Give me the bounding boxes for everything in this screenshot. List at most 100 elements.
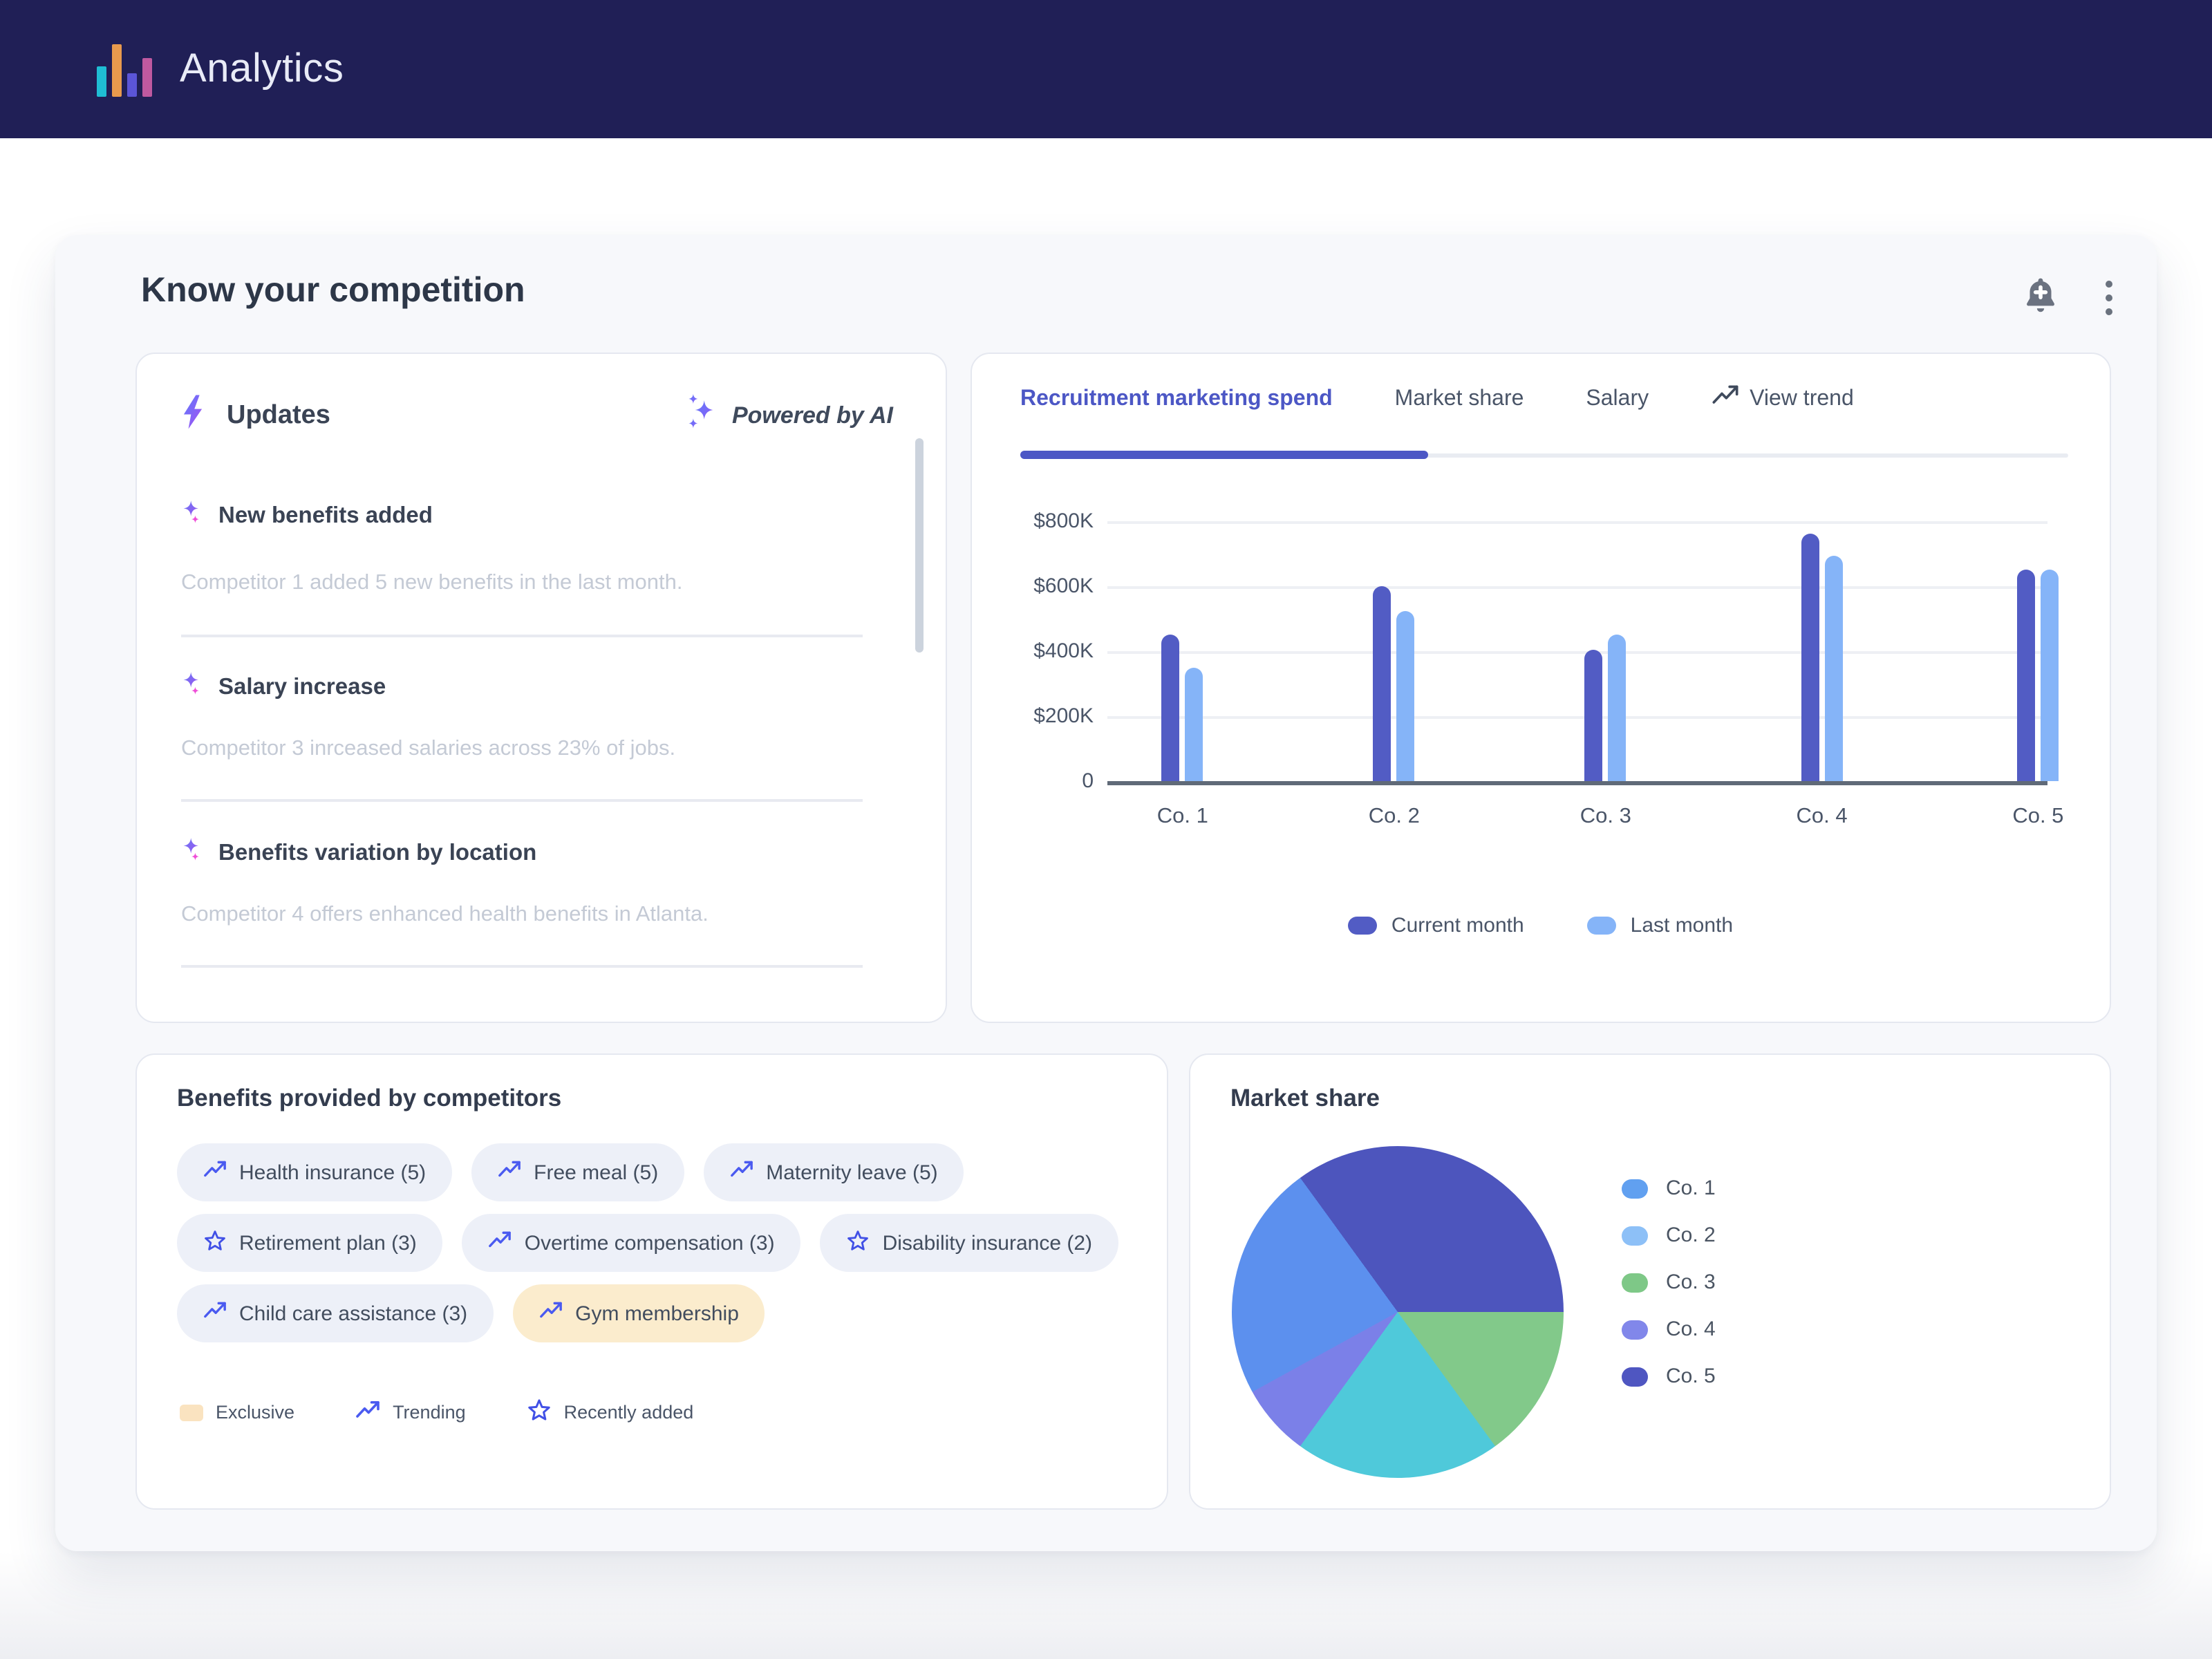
card-actions [2017,271,2118,325]
bar-current-month [1801,534,1819,781]
y-axis-tick: $400K [1033,639,1094,663]
trending-up-icon [355,1400,380,1424]
bar-last-month [2041,570,2059,781]
powered-by-ai-label: Powered by AI [731,402,893,428]
benefit-chip-disability-insurance[interactable]: Disability insurance (2) [820,1214,1119,1272]
divider [181,965,863,967]
trending-up-icon [203,1301,227,1326]
bar-current-month [2017,570,2036,781]
bar-current-month [1584,649,1603,781]
divider [181,799,863,801]
more-options-button[interactable] [2100,275,2118,321]
star-icon [527,1398,552,1427]
kebab-menu-icon [2106,281,2112,315]
co5-swatch [1622,1367,1648,1386]
star-icon [203,1228,227,1257]
co2-swatch [1622,1226,1648,1245]
exclusive-swatch [180,1404,203,1421]
last-month-swatch [1587,917,1617,935]
benefit-chip-gym-membership[interactable]: Gym membership [513,1284,765,1342]
pie-legend-item: Co. 4 [1622,1318,1716,1341]
tab-underline-track [1020,453,2068,458]
trending-up-icon [1711,384,1738,413]
benefit-chip-health-insurance[interactable]: Health insurance (5) [177,1143,453,1201]
tab-bar: Recruitment marketing spend Market share… [1020,384,1854,413]
tab-market-share[interactable]: Market share [1394,386,1524,410]
pie-legend-item: Co. 1 [1622,1177,1716,1200]
legend-item-last-month: Last month [1587,914,1733,937]
co1-swatch [1622,1179,1648,1198]
bar-last-month [1396,610,1415,781]
benefits-legend: Exclusive Trending Recently added [180,1398,693,1427]
bar-current-month [1161,635,1180,781]
pie-chart-legend: Co. 1 Co. 2 Co. 3 Co. 4 Co. 5 [1622,1177,1716,1388]
trending-up-icon [539,1301,563,1326]
legend-item-exclusive: Exclusive [180,1402,294,1423]
current-month-swatch [1348,917,1378,935]
updates-title: Updates [227,400,330,429]
bell-plus-icon [2023,276,2059,319]
benefits-panel: Benefits provided by competitors Health … [135,1053,1168,1510]
app-title: Analytics [180,46,344,91]
sparkle-icon [181,838,203,870]
y-axis-tick: 0 [1082,769,1094,793]
app-logo-icon [97,41,152,97]
lightning-bolt-icon [178,393,207,438]
bar-current-month [1373,586,1391,781]
update-item-title: Salary increase [181,672,386,704]
sparkle-icon [181,500,203,532]
update-item-description: Competitor 3 inrceased salaries across 2… [181,737,676,760]
updates-panel: Updates Powered by AI [135,353,947,1023]
pie-chart [1232,1146,1564,1478]
y-axis-tick: $800K [1033,509,1094,533]
tab-salary[interactable]: Salary [1586,386,1649,410]
co3-swatch [1622,1273,1648,1292]
benefit-chip-retirement-plan[interactable]: Retirement plan (3) [177,1214,443,1272]
update-item-title: New benefits added [181,500,433,532]
pie-legend-item: Co. 5 [1622,1365,1716,1388]
market-share-title: Market share [1230,1084,1380,1112]
pie-legend-item: Co. 2 [1622,1224,1716,1247]
sparkle-icon [181,672,203,704]
co4-swatch [1622,1320,1648,1339]
view-trend-link[interactable]: View trend [1711,384,1854,413]
bar-last-month [1185,667,1203,781]
market-share-panel: Market share Co. 1 Co. 2 Co. 3 Co. 4 [1189,1053,2111,1510]
scrollbar-thumb[interactable] [915,438,924,653]
bar-last-month [1824,555,1843,781]
powered-by-ai-badge: Powered by AI [685,393,893,438]
legend-item-current-month: Current month [1348,914,1524,937]
trending-up-icon [730,1160,753,1185]
trending-up-icon [498,1160,521,1185]
x-axis-label: Co. 1 [1156,805,1208,828]
y-axis-tick: $600K [1033,574,1094,598]
y-axis-tick: $200K [1033,704,1094,728]
bar-last-month [1608,635,1627,781]
legend-item-recently-added: Recently added [527,1398,693,1427]
update-item-title: Benefits variation by location [181,838,536,870]
update-item-description: Competitor 4 offers enhanced health bene… [181,903,709,926]
chart-panel: Recruitment marketing spend Market share… [971,353,2111,1023]
benefit-chip-overtime-compensation[interactable]: Overtime compensation (3) [462,1214,801,1272]
x-axis-label: Co. 5 [2012,805,2064,828]
tab-recruitment-marketing-spend[interactable]: Recruitment marketing spend [1020,386,1333,410]
page-title: Know your competition [141,271,525,310]
x-axis-label: Co. 4 [1796,805,1848,828]
x-axis-label: Co. 3 [1580,805,1631,828]
update-item-description: Competitor 1 added 5 new benefits in the… [181,571,683,594]
benefits-title: Benefits provided by competitors [177,1084,562,1112]
benefit-chip-free-meal[interactable]: Free meal (5) [471,1143,685,1201]
star-icon [847,1228,870,1257]
trending-up-icon [489,1230,512,1255]
notification-bell-plus-button[interactable] [2017,271,2064,325]
active-tab-indicator [1020,451,1428,459]
benefit-chip-child-care-assistance[interactable]: Child care assistance (3) [177,1284,494,1342]
app-header: Analytics [0,0,2212,138]
bar-chart-legend: Current month Last month [972,914,2110,937]
trending-up-icon [203,1160,227,1185]
benefit-chip-maternity-leave[interactable]: Maternity leave (5) [704,1143,964,1201]
pie-legend-item: Co. 3 [1622,1271,1716,1294]
x-axis-label: Co. 2 [1368,805,1420,828]
legend-item-trending: Trending [355,1400,466,1424]
